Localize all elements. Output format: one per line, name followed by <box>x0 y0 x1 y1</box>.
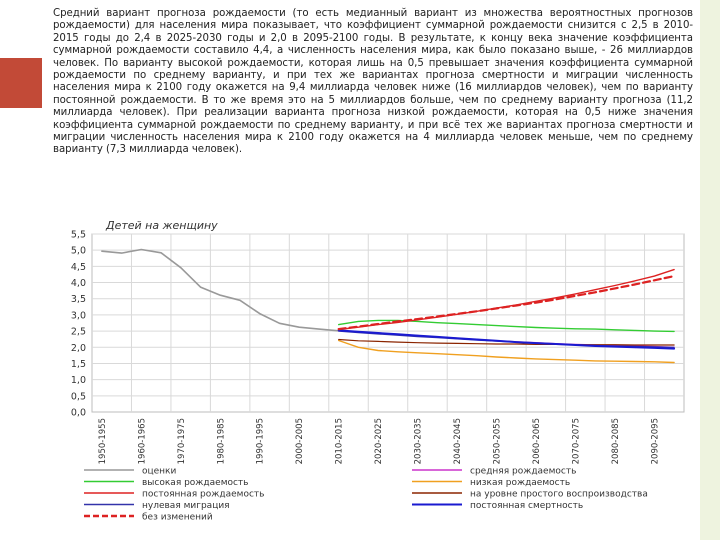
series-line <box>101 248 340 332</box>
chart-title: Детей на женщину <box>105 219 218 232</box>
right-side-bar <box>700 0 720 540</box>
x-tick-label: 2030-2035 <box>414 418 424 464</box>
y-tick-label: 0,0 <box>71 408 86 419</box>
y-tick-label: 5,0 <box>71 246 86 257</box>
y-tick-label: 3,5 <box>71 294 86 305</box>
y-tick-label: 2,0 <box>71 343 86 354</box>
x-tick-label: 2050-2055 <box>493 418 503 464</box>
x-tick-label: 1990-1995 <box>256 418 266 464</box>
legend-label: без изменений <box>142 513 213 523</box>
legend-label: средняя рождаемость <box>470 467 576 477</box>
x-tick-label: 2080-2085 <box>611 418 621 464</box>
legend-label: низкая рождаемость <box>470 478 570 488</box>
x-tick-label: 2060-2065 <box>532 418 542 464</box>
legend-label: на уровне простого воспроизводства <box>470 490 648 500</box>
accent-tab <box>0 58 42 108</box>
legend-label: высокая рождаемость <box>142 478 248 488</box>
x-tick-label: 2020-2025 <box>374 418 384 464</box>
series-line <box>337 329 676 350</box>
fertility-chart: Детей на женщину 0,0 0,5 1,0 1,5 2,0 2,5 3,0 3,5… <box>40 212 696 530</box>
y-tick-label: 2,5 <box>71 327 86 338</box>
chart-svg: Детей на женщину 0,0 0,5 1,0 1,5 2,0 2,5 3,0 3,5… <box>71 219 685 523</box>
x-tick-label: 1980-1985 <box>216 418 226 464</box>
y-tick-label: 4,5 <box>71 262 86 273</box>
series-line <box>338 338 675 346</box>
y-tick-label: 1,5 <box>71 359 86 370</box>
x-tick-label: 2070-2075 <box>571 418 581 464</box>
x-tick-label: 1950-1955 <box>98 418 108 464</box>
legend-label: нулевая миграция <box>142 501 230 511</box>
legend-label: оценки <box>142 467 176 477</box>
series-line <box>337 275 676 331</box>
body-paragraph: Средний вариант прогноза рождаемости (то… <box>53 8 693 156</box>
y-tick-label: 3,0 <box>71 310 86 321</box>
x-tick-label: 2040-2045 <box>453 418 463 464</box>
x-tick-label: 2090-2095 <box>650 418 660 464</box>
legend-label: постоянная рождаемость <box>142 490 264 500</box>
y-tick-label: 0,5 <box>71 391 86 402</box>
series-line <box>338 339 675 364</box>
legend-label: постоянная смертность <box>470 501 583 511</box>
x-tick-label: 2010-2015 <box>335 418 345 464</box>
y-tick-label: 1,0 <box>71 375 86 386</box>
y-tick-label: 4,0 <box>71 278 86 289</box>
x-tick-label: 1970-1975 <box>177 418 187 464</box>
series-line <box>338 319 675 333</box>
y-tick-label: 5,5 <box>71 230 86 241</box>
x-tick-label: 2000-2005 <box>295 418 305 464</box>
x-tick-label: 1960-1965 <box>137 418 147 464</box>
